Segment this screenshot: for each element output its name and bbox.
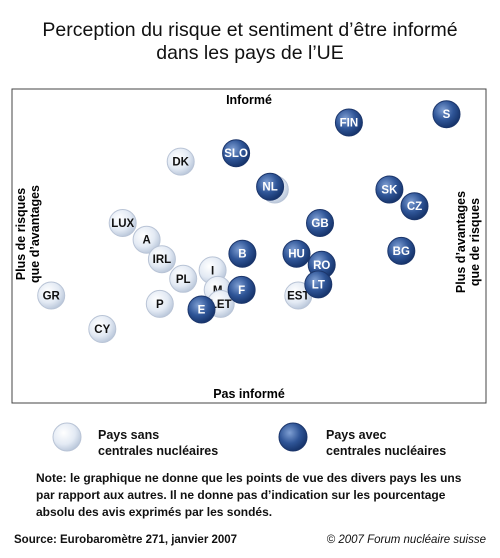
data-points: GRCYLUXAIRLDKPLPIMLETESTDSFINSLONLSKCZGB…	[37, 100, 461, 343]
point-label-cz: CZ	[407, 201, 422, 213]
point-fin	[334, 108, 363, 137]
axis-label-right-line1: Plus d’avantages	[454, 191, 468, 293]
point-p	[145, 289, 174, 318]
point-a	[132, 225, 161, 254]
point-label-hu: HU	[288, 249, 305, 261]
point-b	[228, 239, 257, 268]
chart-note: Note: le graphique ne donne que les poin…	[36, 471, 462, 519]
chart-title-line2: dans les pays de l’UE	[156, 42, 344, 64]
legend-label-without: Pays sans centrales nucléaires	[98, 428, 219, 458]
point-e	[187, 295, 216, 324]
point-label-lt: LT	[312, 279, 325, 291]
point-label-f: F	[238, 285, 245, 297]
copyright-text: © 2007 Forum nucléaire suisse	[326, 534, 486, 546]
point-label-p: P	[156, 299, 164, 311]
point-label-b: B	[238, 249, 246, 261]
point-label-lux: LUX	[111, 218, 134, 230]
point-label-gr: GR	[43, 291, 61, 303]
point-label-a: A	[142, 235, 150, 247]
axis-label-bottom: Pas informé	[213, 387, 285, 401]
point-cy	[88, 315, 117, 343]
point-label-ro: RO	[313, 260, 330, 272]
chart-title-line1: Perception du risque et sentiment d’être…	[42, 19, 458, 41]
point-hu	[282, 239, 311, 268]
point-label-i: I	[211, 265, 214, 277]
point-label-nl: NL	[262, 182, 277, 194]
point-label-est: EST	[287, 291, 309, 303]
point-label-slo: SLO	[224, 148, 248, 160]
axis-label-top: Informé	[226, 93, 272, 107]
point-label-e: E	[198, 305, 206, 317]
point-label-cy: CY	[94, 324, 110, 336]
point-lt	[304, 270, 333, 299]
legend-label-with: Pays avec centrales nucléaires	[326, 428, 447, 458]
legend-marker-without	[52, 422, 82, 452]
axis-label-left-line2: que d’avantages	[28, 185, 42, 283]
point-irl	[147, 245, 176, 274]
point-bg	[387, 236, 416, 265]
point-gb	[306, 209, 334, 237]
source-text: Source: Eurobaromètre 271, janvier 2007	[14, 534, 238, 546]
point-gr	[37, 281, 66, 310]
point-label-bg: BG	[393, 246, 410, 258]
point-label-irl: IRL	[153, 254, 172, 266]
point-label-dk: DK	[172, 157, 189, 169]
legend-marker-with	[278, 422, 308, 452]
point-label-pl: PL	[176, 274, 191, 286]
point-label-gb: GB	[311, 218, 328, 230]
point-slo	[222, 139, 251, 168]
point-label-s: S	[443, 109, 451, 121]
point-nl	[256, 172, 285, 201]
point-dk	[166, 147, 195, 176]
axis-label-right-line2: que de risques	[468, 198, 482, 286]
point-label-sk: SK	[381, 185, 398, 197]
axis-label-left-line1: Plus de risques	[14, 188, 28, 280]
point-s	[432, 100, 461, 129]
point-f	[227, 275, 256, 304]
point-lux	[108, 209, 137, 237]
point-label-fin: FIN	[340, 118, 359, 130]
point-sk	[375, 175, 404, 204]
point-pl	[169, 264, 198, 293]
point-cz	[400, 192, 429, 221]
